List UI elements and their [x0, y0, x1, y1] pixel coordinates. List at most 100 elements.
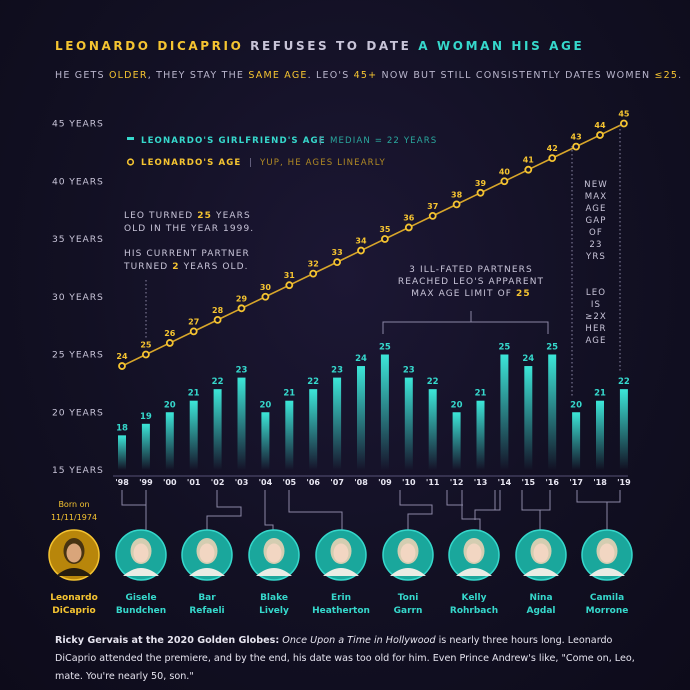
leo-age-label: 26: [164, 329, 176, 338]
bar-value-label: 22: [427, 377, 439, 387]
subtitle-limit: ≤25: [654, 70, 679, 81]
annotation-ill-fated-partners: MAX AGE LIMIT OF 25: [411, 289, 530, 299]
bar-value-label: 25: [498, 343, 510, 353]
title-highlight: A WOMAN HIS AGE: [418, 39, 585, 53]
leo-age-label: 24: [116, 352, 128, 361]
bar: [213, 389, 222, 470]
connector-line: [264, 490, 274, 533]
annotation-span: 25: [516, 289, 531, 299]
annotation-new-max-gap: GAP: [585, 216, 606, 226]
bar: [285, 400, 294, 470]
avatar-shoulders: [589, 568, 625, 576]
leo-age-label: 42: [547, 144, 558, 153]
annotation-span: YEARS OLD.: [180, 262, 249, 272]
x-tick-label: '11: [426, 478, 440, 487]
leo-age-label: 28: [212, 306, 224, 315]
avatar-face: [266, 543, 282, 563]
leo-age-line: [121, 122, 625, 367]
bar: [404, 377, 413, 470]
x-tick-label: '08: [354, 478, 368, 487]
connector-line: [121, 490, 147, 536]
leo-age-label: 27: [188, 317, 199, 326]
avatar-shoulders: [523, 568, 559, 576]
annotation-span: LEO: [586, 288, 606, 298]
annotation-span: MAX AGE LIMIT OF: [411, 289, 516, 299]
bar: [619, 389, 628, 470]
subtitle-part: . LEO'S: [307, 70, 354, 81]
subtitle-part: , THEY STAY THE: [147, 70, 249, 81]
y-tick-label: 25 YEARS: [52, 350, 104, 361]
annotation-span: 23: [589, 240, 602, 250]
annotation-leo-2x: IS: [591, 300, 601, 310]
x-tick-label: '04: [259, 478, 273, 487]
x-tick-label: '09: [378, 478, 392, 487]
legend-circle-marker: [126, 158, 135, 166]
leo-age-label: 29: [236, 294, 248, 303]
x-tick-label: '02: [211, 478, 225, 487]
person-first-name: Camila: [590, 593, 624, 603]
leo-age-point: [237, 304, 246, 313]
x-tick-label: '98: [115, 478, 129, 487]
bar-value-label: 23: [403, 366, 415, 376]
leo-age-label: 36: [403, 213, 415, 222]
bar: [380, 354, 389, 470]
leo-age-label: 37: [427, 202, 438, 211]
bar-value-label: 23: [331, 366, 343, 376]
x-tick-label: '99: [139, 478, 153, 487]
bar-value-label: 22: [212, 377, 224, 387]
legend-bar-marker: [127, 137, 134, 140]
x-tick-label: '14: [498, 478, 512, 487]
leo-age-point: [596, 131, 604, 139]
annotation-span: YRS: [585, 252, 606, 262]
annotation-span: AGE: [585, 204, 606, 214]
leo-age-label: 44: [594, 121, 606, 130]
born-on-label: Born on: [58, 500, 89, 509]
x-tick-label: '13: [474, 478, 488, 487]
annotation-span: 2: [172, 262, 179, 272]
annotation-leo-2x: HER: [585, 324, 606, 334]
subtitle-part: HE GETS: [55, 70, 109, 81]
annotation-span: NEW: [584, 180, 608, 190]
person-first-name: Nina: [529, 593, 552, 603]
subtitle-part: .: [678, 70, 683, 81]
connector-line: [399, 490, 433, 533]
x-tick-label: '00: [163, 478, 177, 487]
annotation-span: HER: [585, 324, 606, 334]
person-last-name: DiCaprio: [52, 606, 95, 616]
bar-value-label: 20: [164, 400, 176, 410]
leo-age-label: 45: [618, 110, 630, 119]
bar: [357, 366, 365, 470]
annotation-span: HIS CURRENT PARTNER: [124, 249, 250, 259]
bar-value-label: 24: [522, 354, 534, 364]
x-tick-label: '06: [306, 478, 320, 487]
caption-quote: is nearly three hours long. Leonardo DiC…: [55, 635, 635, 682]
avatar-face: [66, 543, 82, 563]
avatar-face: [400, 543, 416, 563]
bar: [548, 354, 557, 470]
leo-age-point: [548, 154, 557, 163]
leo-age-point: [333, 258, 342, 267]
born-date-label: 11/11/1974: [51, 513, 97, 522]
leo-age-label: 25: [140, 341, 152, 350]
y-tick-label: 20 YEARS: [52, 407, 104, 418]
legend-separator: |: [319, 136, 322, 146]
bar-value-label: 22: [307, 377, 319, 387]
leo-age-point: [428, 211, 437, 220]
annotation-span: 3 ILL-FATED PARTNERS: [409, 265, 533, 275]
bar: [452, 412, 461, 470]
bar-value-label: 21: [594, 389, 606, 399]
leo-age-point: [620, 119, 628, 128]
y-tick-label: 35 YEARS: [52, 234, 104, 245]
x-tick-label: '07: [330, 478, 344, 487]
leo-age-label: 35: [379, 225, 391, 234]
leo-age-point: [285, 281, 294, 290]
x-tick-label: '16: [545, 478, 559, 487]
annotation-new-max-gap: NEW: [584, 180, 608, 190]
annotation-leo-2x: AGE: [585, 336, 606, 346]
title-name: LEONARDO DICAPRIO: [55, 39, 244, 53]
bar-value-label: 21: [475, 389, 487, 399]
x-tick-label: '17: [569, 478, 583, 487]
annotation-new-max-gap: YRS: [585, 252, 606, 262]
x-tick-label: '05: [283, 478, 297, 487]
bar: [261, 412, 270, 470]
